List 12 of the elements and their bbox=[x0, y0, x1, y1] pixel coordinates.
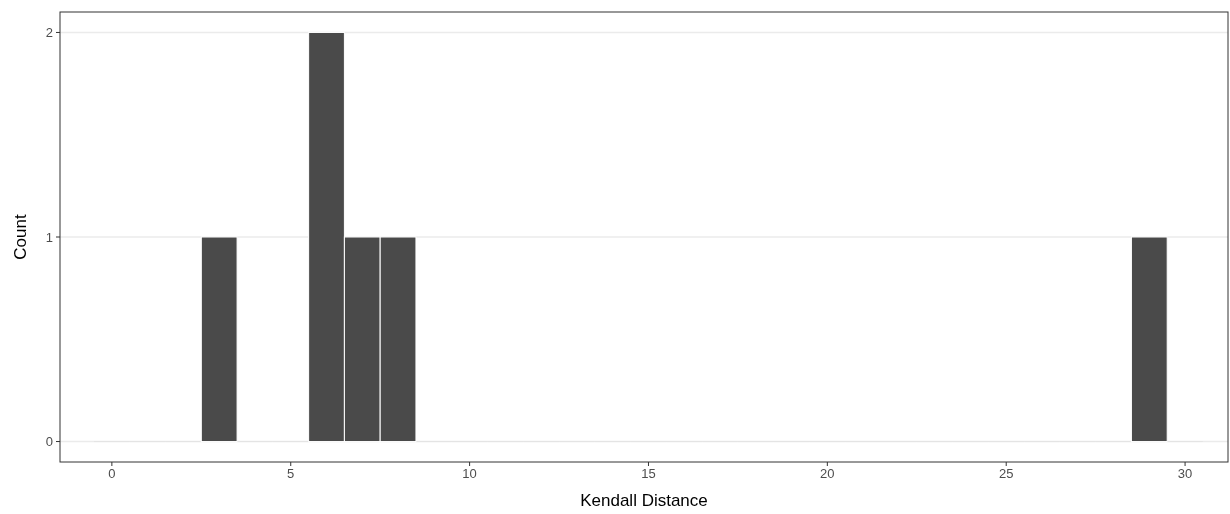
x-tick-label: 15 bbox=[641, 466, 656, 481]
x-tick-label: 25 bbox=[998, 466, 1014, 481]
x-tick-label: 0 bbox=[108, 466, 116, 481]
x-tick-label: 30 bbox=[1177, 466, 1193, 481]
x-axis-title: Kendall Distance bbox=[580, 491, 708, 510]
x-tick-label: 5 bbox=[287, 466, 295, 481]
x-tick-label: 20 bbox=[820, 466, 835, 481]
y-tick-label: 0 bbox=[45, 434, 53, 450]
y-axis-title: Count bbox=[11, 214, 30, 260]
y-tick-label: 1 bbox=[45, 229, 53, 245]
y-tick-label: 2 bbox=[45, 24, 53, 40]
x-tick-label: 10 bbox=[462, 466, 477, 481]
